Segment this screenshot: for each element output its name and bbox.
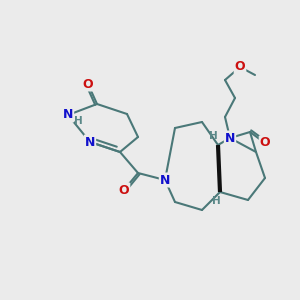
Text: H: H (208, 131, 217, 141)
Text: H: H (74, 116, 83, 126)
Text: O: O (260, 136, 270, 149)
Text: O: O (119, 184, 129, 196)
Text: N: N (160, 173, 170, 187)
Text: N: N (63, 109, 73, 122)
Text: H: H (212, 196, 220, 206)
Text: N: N (225, 131, 235, 145)
Text: O: O (235, 61, 245, 74)
Text: O: O (83, 77, 93, 91)
Text: N: N (85, 136, 95, 148)
